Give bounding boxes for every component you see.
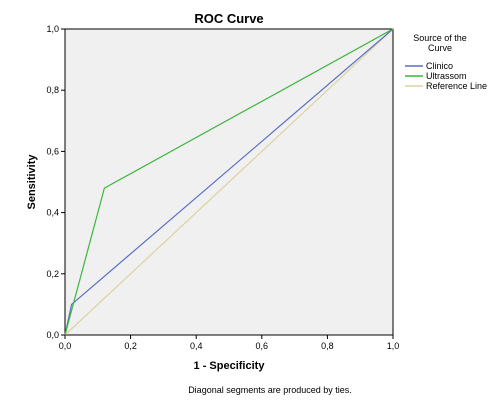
- chart-title: ROC Curve: [194, 11, 263, 26]
- x-tick-label: 0,6: [256, 341, 269, 351]
- footnote: Diagonal segments are produced by ties.: [188, 385, 352, 395]
- legend-label: Reference Line: [426, 81, 487, 91]
- series-line-ultrassom: [64, 28, 394, 336]
- y-tick-label: 0,0: [46, 330, 59, 340]
- y-axis-label: Sensitivity: [26, 154, 38, 210]
- y-tick-label: 0,8: [46, 85, 59, 95]
- y-tick-label: 1,0: [46, 24, 59, 34]
- x-tick-label: 0,2: [124, 341, 137, 351]
- legend-title: Curve: [428, 43, 452, 53]
- x-tick-label: 0,8: [321, 341, 334, 351]
- y-tick-label: 0,4: [46, 208, 59, 218]
- legend-label: Clinico: [426, 61, 453, 71]
- legend-title: Source of the: [413, 33, 467, 43]
- x-tick-label: 1,0: [387, 341, 400, 351]
- y-tick-label: 0,6: [46, 146, 59, 156]
- x-tick-label: 0,4: [190, 341, 203, 351]
- y-tick-label: 0,2: [46, 269, 59, 279]
- series-line-reference-line: [64, 28, 394, 336]
- legend-label: Ultrassom: [426, 71, 467, 81]
- x-tick-label: 0,0: [59, 341, 72, 351]
- x-axis-label: 1 - Specificity: [194, 360, 266, 372]
